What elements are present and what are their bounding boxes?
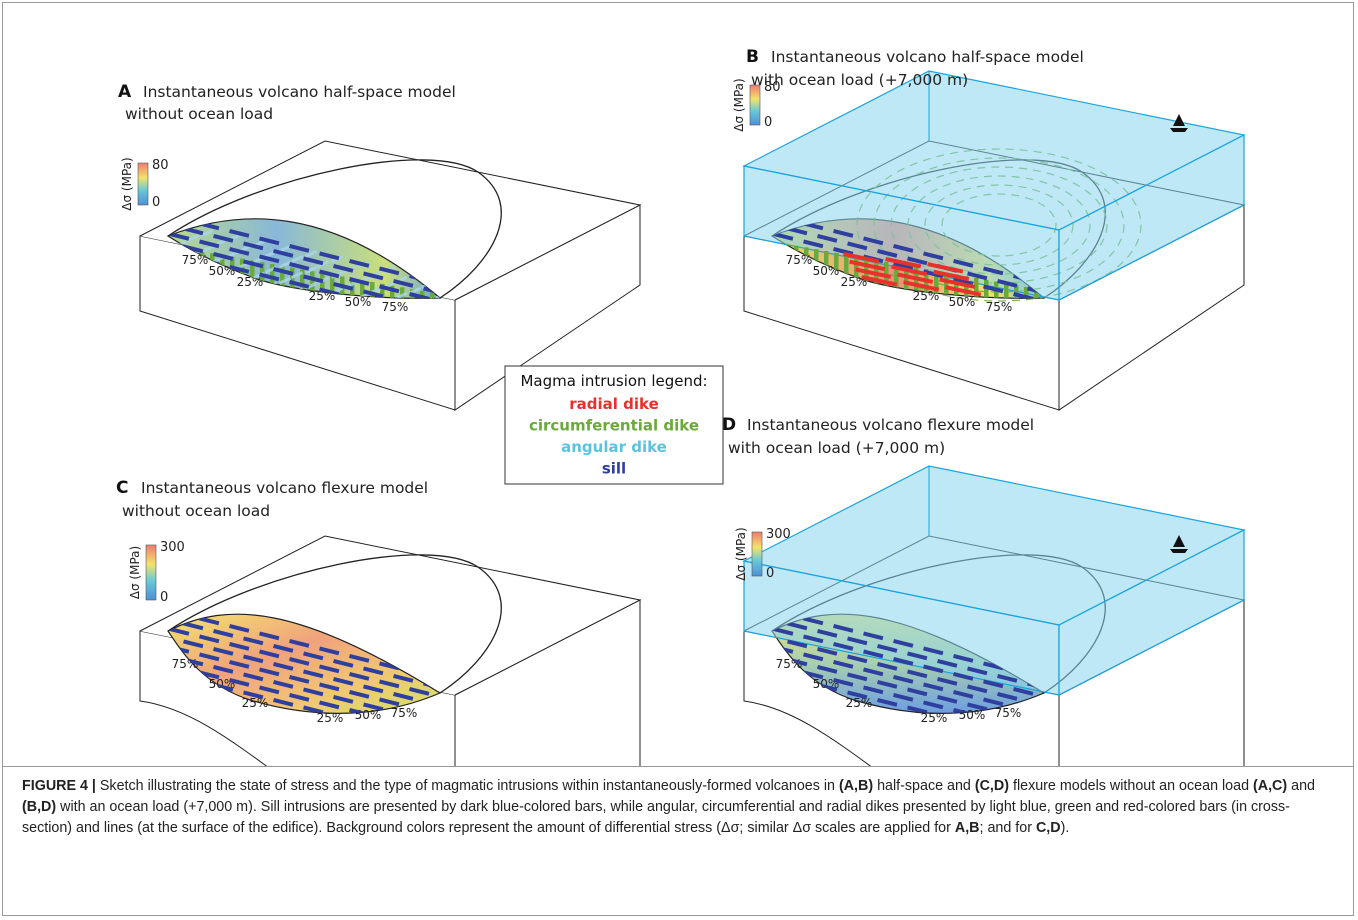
colorbar-min: 0 <box>152 195 160 210</box>
panel-title: Instantaneous volcano half-space model <box>143 83 456 101</box>
legend-item: sill <box>602 460 626 478</box>
panel-title: Instantaneous volcano flexure model <box>141 479 428 497</box>
percent-label: 75% <box>391 706 418 720</box>
panel-subtitle: without ocean load <box>125 105 273 123</box>
caption-text: and <box>1287 778 1315 794</box>
percent-label: 25% <box>237 275 264 289</box>
caption-bold: (A,C) <box>1253 778 1287 794</box>
percent-label: 25% <box>921 711 948 725</box>
colorbar <box>750 85 760 125</box>
caption-text: ; and for <box>980 820 1036 836</box>
figure: 75% 50% 25% 25% 50% 75% 80 0 Δσ (MPa) A Instantane… <box>0 0 1358 766</box>
colorbar-label: Δσ (MPa) <box>734 527 748 580</box>
caption-rule <box>2 766 1354 767</box>
panel-title: Instantaneous volcano half-space model <box>771 48 1084 66</box>
caption-bold: FIGURE 4 | <box>22 778 96 794</box>
panel-title: Instantaneous volcano flexure model <box>747 416 1034 434</box>
percent-label: 25% <box>317 711 344 725</box>
panel-letter: B <box>746 47 759 67</box>
colorbar-max: 300 <box>160 540 185 555</box>
colorbar <box>138 163 148 205</box>
caption: FIGURE 4 | Sketch illustrating the state… <box>22 776 1338 839</box>
panel-letter: D <box>722 415 736 435</box>
caption-text: half-space and <box>873 778 975 794</box>
colorbar-min: 0 <box>766 566 774 581</box>
percent-label: 75% <box>382 300 409 314</box>
colorbar-label: Δσ (MPa) <box>120 157 134 210</box>
panel-letter: A <box>118 82 132 102</box>
legend-title: Magma intrusion legend: <box>520 372 707 390</box>
colorbar-max: 300 <box>766 527 791 542</box>
caption-bold: (B,D) <box>22 799 56 815</box>
percent-label: 50% <box>345 295 372 309</box>
legend-item: radial dike <box>569 395 659 413</box>
colorbar-label: Δσ (MPa) <box>128 546 142 599</box>
colorbar-min: 0 <box>764 115 772 130</box>
percent-label: 50% <box>949 295 976 309</box>
colorbar-min: 0 <box>160 590 168 605</box>
panel-letter: C <box>116 478 128 498</box>
caption-text: with an ocean load (+7,000 m). Sill intr… <box>22 799 1290 836</box>
percent-label: 50% <box>959 708 986 722</box>
legend-item: circumferential dike <box>529 417 699 435</box>
legend-item: angular dike <box>561 438 667 456</box>
boat-sail <box>1173 114 1185 126</box>
panel-subtitle: with ocean load (+7,000 m) <box>751 71 968 89</box>
boat-hull <box>1170 128 1188 132</box>
caption-bold: (A,B) <box>839 778 873 794</box>
caption-text: Sketch illustrating the state of stress … <box>96 778 839 794</box>
percent-label: 75% <box>986 300 1013 314</box>
panel-subtitle: with ocean load (+7,000 m) <box>728 439 945 457</box>
panel: 75%50%25%25%50%75% <box>744 71 1244 410</box>
caption-text: ). <box>1061 820 1070 836</box>
panel-subtitle: without ocean load <box>122 502 270 520</box>
caption-bold: C,D <box>1036 820 1061 836</box>
colorbar <box>752 532 762 576</box>
colorbar-max: 80 <box>152 158 169 173</box>
caption-text: flexure models without an ocean load <box>1009 778 1253 794</box>
caption-bold: (C,D) <box>975 778 1009 794</box>
percent-label: 25% <box>846 696 873 710</box>
page: 75% 50% 25% 25% 50% 75% 80 0 Δσ (MPa) A Instantane… <box>0 0 1358 920</box>
caption-bold: A,B <box>955 820 980 836</box>
boat-hull <box>1170 549 1188 553</box>
panel: 75%50%25%25%50%75% <box>744 466 1244 766</box>
colorbar-label: Δσ (MPa) <box>732 78 746 131</box>
percent-label: 75% <box>995 706 1022 720</box>
percent-label: 25% <box>242 696 269 710</box>
percent-label: 50% <box>355 708 382 722</box>
colorbar <box>146 545 156 600</box>
